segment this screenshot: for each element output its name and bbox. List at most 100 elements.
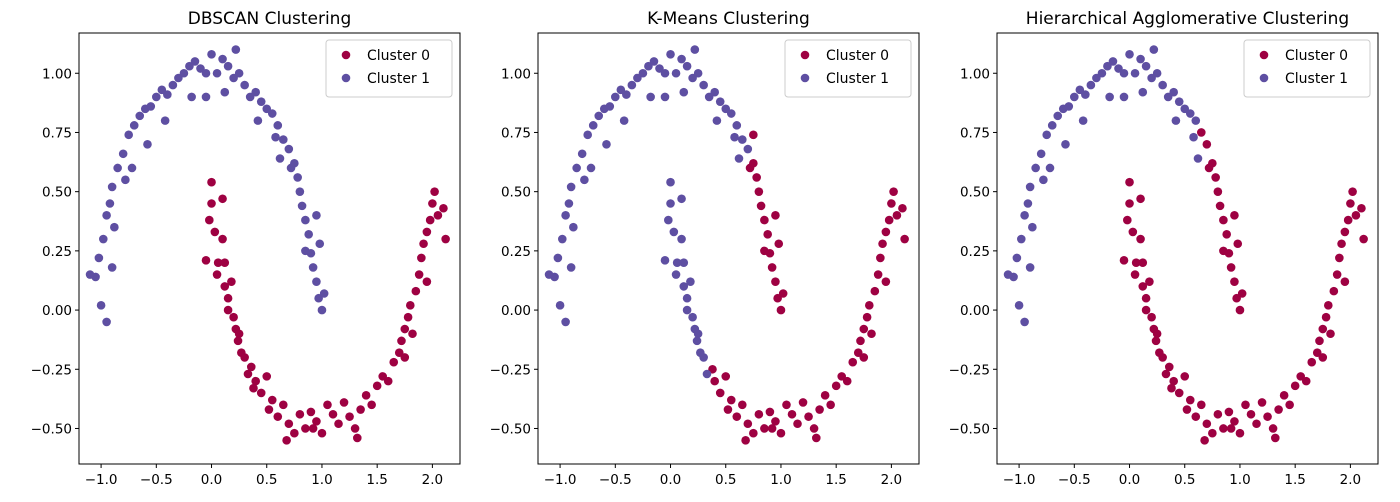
data-point-cluster-1 (1193, 154, 1203, 163)
data-point-cluster-0 (1279, 391, 1289, 400)
data-point-cluster-1 (586, 163, 596, 173)
data-point-cluster-0 (411, 286, 421, 296)
data-point-cluster-1 (168, 80, 178, 90)
data-point-cluster-0 (767, 263, 777, 272)
data-point-cluster-1 (1119, 92, 1129, 102)
data-point-cluster-0 (284, 419, 294, 429)
data-point-cluster-1 (1070, 92, 1079, 102)
data-point-cluster-1 (293, 173, 302, 182)
data-point-cluster-1 (190, 57, 200, 66)
data-point-cluster-1 (553, 253, 563, 263)
data-point-cluster-1 (102, 211, 111, 220)
data-point-cluster-0 (425, 215, 435, 225)
legend-label: Cluster 0 (367, 48, 430, 64)
data-point-cluster-1 (1028, 222, 1037, 232)
data-point-cluster-1 (726, 109, 736, 118)
data-point-cluster-0 (323, 400, 332, 410)
data-point-cluster-1 (1025, 263, 1035, 272)
data-point-cluster-0 (279, 400, 288, 410)
data-point-cluster-1 (1036, 149, 1046, 159)
data-point-cluster-0 (887, 199, 896, 208)
data-point-cluster-0 (738, 400, 747, 410)
legend-marker-cluster-0 (800, 50, 810, 60)
data-point-cluster-0 (1324, 301, 1333, 310)
data-point-cluster-0 (1343, 215, 1353, 225)
x-tick-label: 1.5 (825, 472, 846, 488)
data-point-cluster-0 (1119, 256, 1129, 265)
legend-marker-cluster-1 (800, 73, 810, 83)
data-point-cluster-1 (240, 80, 249, 90)
data-point-cluster-1 (627, 80, 637, 90)
data-point-cluster-1 (561, 211, 570, 220)
data-point-cluster-0 (1123, 215, 1132, 225)
data-point-cluster-0 (1158, 353, 1167, 362)
data-point-cluster-0 (743, 419, 753, 429)
data-point-cluster-0 (1219, 215, 1228, 225)
data-point-cluster-1 (1171, 116, 1181, 125)
data-point-cluster-1 (669, 227, 679, 237)
data-point-cluster-0 (721, 372, 731, 381)
data-point-cluster-0 (1222, 229, 1231, 239)
data-point-cluster-0 (1174, 388, 1184, 398)
data-point-cluster-0 (1161, 369, 1171, 379)
data-point-cluster-1 (664, 215, 673, 225)
data-point-cluster-1 (1169, 87, 1178, 97)
data-point-cluster-1 (699, 353, 708, 362)
data-point-cluster-1 (1138, 87, 1148, 97)
data-point-cluster-1 (558, 234, 567, 244)
data-point-cluster-0 (389, 357, 399, 367)
data-point-cluster-0 (1285, 400, 1294, 410)
y-tick-label: 1.00 (501, 66, 531, 82)
data-point-cluster-0 (213, 258, 223, 268)
data-point-cluster-0 (892, 211, 902, 220)
data-point-cluster-1 (107, 182, 117, 192)
data-point-cluster-1 (1108, 57, 1118, 66)
data-point-cluster-0 (812, 433, 821, 443)
data-point-cluster-0 (205, 215, 214, 225)
data-point-cluster-1 (622, 90, 631, 99)
data-point-cluster-0 (1348, 187, 1357, 196)
data-point-cluster-0 (1211, 173, 1220, 182)
data-point-cluster-1 (1012, 253, 1022, 263)
y-tick-label: 0.25 (960, 244, 990, 260)
data-point-cluster-1 (1003, 270, 1013, 279)
data-point-cluster-1 (253, 116, 263, 125)
data-point-cluster-1 (588, 121, 598, 130)
data-point-cluster-1 (187, 92, 196, 102)
data-point-cluster-1 (715, 97, 725, 106)
data-point-cluster-0 (397, 336, 406, 346)
data-point-cluster-1 (666, 50, 675, 59)
legend-label: Cluster 0 (826, 48, 889, 64)
data-point-cluster-0 (778, 289, 788, 298)
data-point-cluster-0 (1318, 353, 1328, 362)
data-point-cluster-0 (787, 409, 797, 419)
data-point-cluster-1 (693, 68, 703, 78)
data-point-cluster-0 (771, 211, 780, 220)
data-point-cluster-0 (282, 436, 291, 445)
data-point-cluster-0 (1145, 277, 1154, 286)
data-point-cluster-0 (1235, 428, 1245, 438)
data-point-cluster-0 (749, 158, 758, 168)
data-point-cluster-1 (730, 132, 739, 142)
data-point-cluster-0 (1141, 305, 1151, 315)
data-point-cluster-1 (566, 182, 576, 192)
data-point-cluster-0 (1326, 329, 1335, 339)
data-point-cluster-1 (734, 154, 744, 163)
data-point-cluster-1 (1105, 92, 1114, 102)
data-point-cluster-0 (367, 400, 376, 410)
data-point-cluster-0 (223, 293, 233, 303)
data-point-cluster-0 (1200, 436, 1209, 445)
subplot-2: Hierarchical Agglomerative Clustering −1.… (949, 9, 1379, 488)
data-point-cluster-0 (859, 353, 869, 362)
data-point-cluster-0 (1182, 405, 1192, 414)
data-point-cluster-0 (1164, 362, 1174, 372)
data-point-cluster-1 (220, 87, 230, 97)
data-point-cluster-0 (334, 419, 343, 429)
data-point-cluster-0 (430, 187, 439, 196)
data-point-cluster-1 (1042, 130, 1051, 140)
data-point-cluster-1 (1141, 61, 1151, 71)
axes-frame (78, 32, 461, 465)
data-point-cluster-1 (660, 256, 670, 265)
y-tick-label: 0.50 (960, 185, 990, 201)
data-point-cluster-1 (666, 199, 675, 208)
